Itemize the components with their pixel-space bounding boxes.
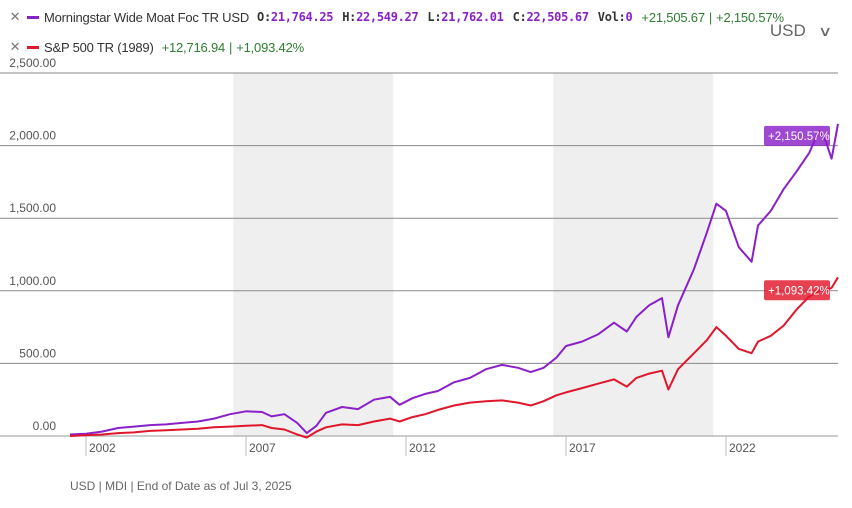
shaded-period — [553, 73, 714, 436]
change-percent: +1,093.42% — [236, 39, 304, 55]
series-color-swatch — [27, 15, 39, 19]
end-label: +1,093.42% — [764, 280, 830, 301]
x-tick-label: 2017 — [569, 441, 596, 455]
chevron-down-icon: ∨ — [817, 22, 833, 39]
shaded-period — [233, 73, 394, 436]
series-name: S&P 500 TR (1989) — [44, 39, 154, 55]
low-value: L:21,762.01 — [427, 10, 504, 24]
y-tick-label: 2,500.00 — [9, 56, 56, 70]
legend-series-sp500: ✕ S&P 500 TR (1989) +12,716.94 | +1,093.… — [8, 39, 305, 55]
gridlines — [0, 72, 838, 437]
close-icon[interactable]: ✕ — [9, 39, 21, 54]
x-tick-label: 2022 — [729, 441, 756, 455]
change-value: +12,716.94 — [161, 39, 226, 55]
x-tick-label: 2002 — [89, 441, 116, 455]
x-axis-ticks: 2002 2007 2012 2017 2022 — [85, 436, 756, 456]
separator: | — [708, 9, 713, 25]
close-icon[interactable]: ✕ — [9, 9, 21, 24]
series-line — [69, 276, 839, 439]
open-value: O:21,764.25 — [257, 10, 334, 24]
x-tick-label: 2007 — [249, 441, 276, 455]
legend-series-morningstar: ✕ Morningstar Wide Moat Foc TR USD O:21,… — [8, 9, 784, 25]
end-label: +2,150.57% — [764, 125, 830, 146]
volume-value: Vol:0 — [597, 10, 633, 24]
separator: | — [229, 39, 233, 55]
series-name: Morningstar Wide Moat Foc TR USD — [44, 9, 250, 25]
y-tick-label: 1,000.00 — [9, 274, 56, 288]
end-label-text: +1,093.42% — [768, 285, 830, 297]
end-label-text: +2,150.57% — [768, 131, 830, 143]
chart-footer: USD | MDI | End of Date as of Jul 3, 202… — [70, 479, 292, 493]
series-lines — [69, 123, 839, 439]
high-value: H:22,549.27 — [342, 10, 419, 24]
end-label-bg — [764, 280, 830, 301]
shaded-periods — [233, 73, 714, 436]
x-tick-label: 2012 — [409, 441, 436, 455]
y-tick-label: 500.00 — [19, 346, 56, 360]
change-value: +21,505.67 — [641, 9, 705, 25]
line-chart[interactable]: 0.00 500.00 1,000.00 1,500.00 2,000.00 2,500.… — [0, 0, 852, 470]
y-tick-label: 2,000.00 — [9, 129, 56, 143]
end-label-bg — [764, 125, 830, 146]
close-value: C:22,505.67 — [512, 10, 589, 24]
y-tick-label: 0.00 — [33, 419, 57, 433]
change-percent: +2,150.57% — [716, 9, 784, 25]
y-axis-ticks: 0.00 500.00 1,000.00 1,500.00 2,000.00 2,500.… — [9, 56, 56, 433]
end-labels: +2,150.57% +1,093.42% — [764, 125, 830, 301]
currency-selector[interactable]: USD ∨ — [769, 21, 833, 41]
series-color-swatch — [27, 45, 39, 49]
currency-label: USD — [769, 21, 806, 40]
y-tick-label: 1,500.00 — [9, 201, 56, 215]
series-line — [69, 123, 839, 436]
